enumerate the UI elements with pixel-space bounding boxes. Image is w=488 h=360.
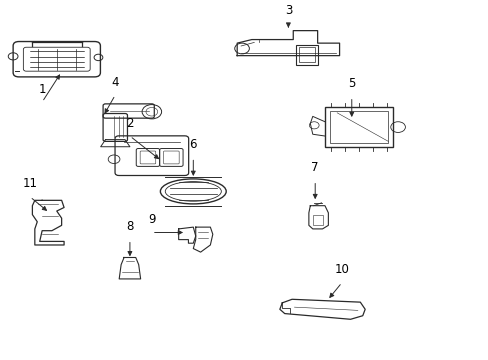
Text: 11: 11 (22, 177, 38, 190)
Text: 6: 6 (189, 138, 197, 151)
Text: 1: 1 (39, 83, 46, 96)
Bar (329, 111, 387, 143)
Text: 4: 4 (111, 76, 119, 89)
Text: 10: 10 (334, 263, 349, 276)
Bar (295, 45, 317, 64)
Text: 8: 8 (126, 220, 133, 233)
Text: 5: 5 (347, 77, 355, 90)
Text: 3: 3 (284, 4, 291, 17)
Text: 7: 7 (311, 161, 318, 174)
Bar (298, 47, 314, 62)
Text: 9: 9 (148, 213, 155, 226)
Text: 2: 2 (126, 117, 133, 130)
Bar (325, 107, 392, 147)
Bar (312, 215, 322, 225)
